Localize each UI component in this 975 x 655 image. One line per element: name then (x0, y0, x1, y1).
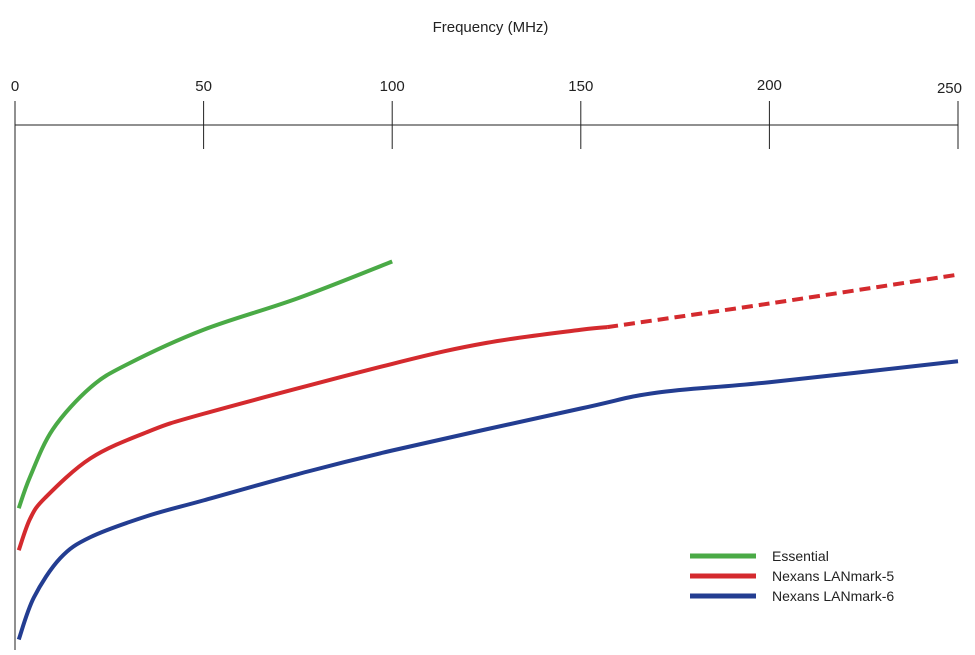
legend: Essential Nexans LANmark-5 Nexans LANmark-… (690, 548, 894, 604)
legend-label-nexans-lanmark-6: Nexans LANmark-6 (772, 588, 894, 604)
x-tick-label-200: 200 (757, 77, 782, 94)
x-tick-label-50: 50 (195, 78, 212, 95)
series-line-nexans-lanmark-6 (16, 359, 959, 641)
x-tick-label-0: 0 (11, 78, 19, 95)
legend-label-essential: Essential (772, 548, 829, 564)
axes: Frequency (MHz) 0 50 100 150 200 250 (11, 19, 962, 650)
series-lines (16, 259, 959, 641)
x-tick-label-250: 250 (937, 80, 962, 97)
legend-label-nexans-lanmark-5: Nexans LANmark-5 (772, 568, 894, 584)
x-axis-title: Frequency (MHz) (433, 19, 549, 36)
series-line-essential (16, 259, 393, 509)
x-tick-label-150: 150 (568, 78, 593, 95)
series-line-nexans-lanmark-5-extrapolated (606, 272, 959, 330)
x-tick-label-100: 100 (380, 78, 405, 95)
series-line-nexans-lanmark-5 (16, 325, 608, 551)
